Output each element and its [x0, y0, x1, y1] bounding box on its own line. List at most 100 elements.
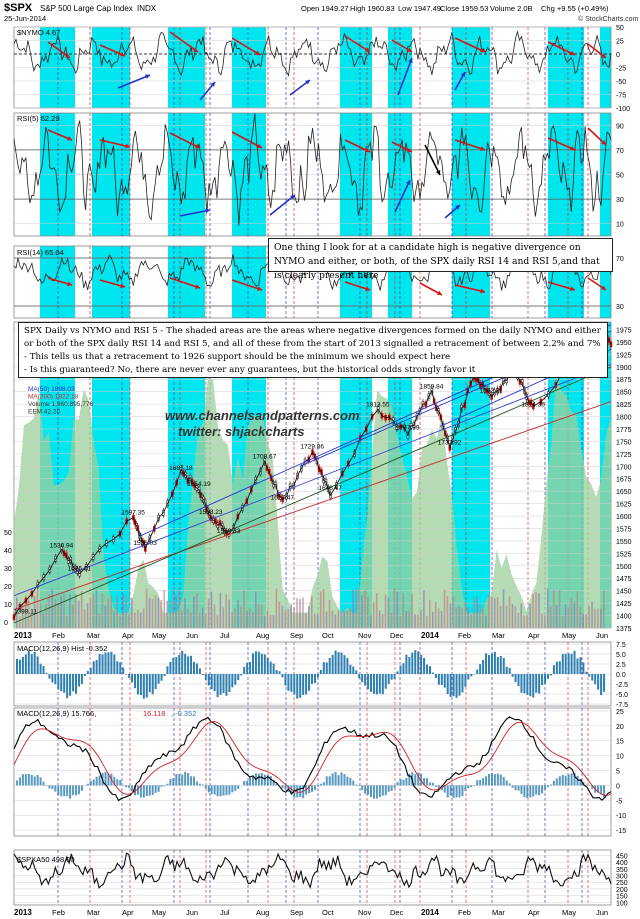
macd-hist-bar	[284, 785, 287, 789]
macd-hist-bar	[334, 650, 337, 674]
macd-hist-bar	[160, 674, 163, 681]
macd-hist-bar	[361, 785, 364, 791]
macd-hist-bar	[305, 674, 308, 695]
volume-bar	[508, 596, 511, 628]
price-annotation: 1814.36	[521, 402, 545, 409]
price-annotation: 1709.67	[253, 453, 277, 460]
rsi5-divergence-arrow-head	[67, 136, 72, 141]
volume-bar	[72, 604, 74, 628]
macd-hist-bar	[470, 674, 473, 677]
macd-hist-bar	[299, 785, 302, 797]
volume-bar	[89, 598, 92, 628]
macd-hist-bar	[523, 785, 526, 798]
macd-hist-bar	[154, 674, 157, 689]
volume-bar	[337, 610, 340, 628]
macd-hist-bar	[207, 785, 210, 793]
y-tick-label: 5	[616, 769, 620, 776]
macd-hist-bar	[414, 650, 417, 674]
macd-hist-bar	[325, 662, 328, 674]
y-tick-label: 1800	[616, 415, 632, 422]
left-axis-label: 50	[4, 530, 12, 537]
nymo-low-arrow-head	[460, 72, 465, 77]
macd-hist-bar	[378, 785, 381, 798]
y-tick-label: 0.0	[616, 672, 626, 679]
rsi5-divergence-arrow-head	[570, 146, 575, 151]
macd-hist-bar	[269, 776, 272, 786]
rsi5-low-arrow	[394, 179, 411, 213]
volume-bar	[564, 604, 567, 628]
x-axis-label: Nov	[358, 908, 372, 917]
volume-bar	[107, 598, 110, 628]
macd-hist-bar	[544, 674, 547, 684]
macd-hist-bar	[426, 664, 429, 674]
macd-hist-bar	[134, 674, 136, 689]
macd-hist-bar	[343, 655, 346, 674]
macd-hist-bar	[27, 650, 30, 674]
y-tick-label: 1600	[616, 514, 632, 521]
volume-bar	[485, 615, 487, 628]
y-tick-label: 7.5	[616, 642, 626, 649]
nymo-divergence-arrow	[169, 31, 199, 53]
macd-hist-bar	[101, 654, 104, 674]
macd-hist-bar	[296, 785, 299, 798]
y-tick-label: 1875	[616, 377, 632, 384]
x-axis-label: Feb	[52, 631, 65, 640]
x-axis-label: Jul	[220, 631, 230, 640]
macd-hist-bar	[390, 785, 393, 791]
macd-hist-bar	[316, 785, 319, 787]
volume-bar	[231, 612, 233, 628]
nymo-low-arrow-head	[145, 74, 150, 79]
volume-bar	[92, 594, 95, 628]
macd-hist-bar	[355, 670, 358, 674]
macd-hist-bar	[490, 653, 493, 674]
macd-hist-bar	[520, 674, 523, 693]
macd-hist-bar	[370, 674, 372, 692]
y-tick-label: 1925	[616, 352, 632, 359]
volume-bar	[207, 598, 210, 628]
nymo-low-arrow	[117, 74, 151, 89]
macd-hist-bar	[316, 674, 319, 678]
x-axis-label: Sep	[290, 631, 303, 640]
macd-hist-bar	[254, 651, 257, 674]
volume-bar	[151, 598, 154, 628]
y-tick-label: 10	[616, 754, 624, 761]
volume-bar	[316, 614, 319, 628]
volume-bar	[378, 610, 381, 628]
macd-hist-bar	[393, 785, 396, 789]
y-tick-label: 1575	[616, 526, 632, 533]
macd-hist-bar	[33, 776, 36, 786]
macd-hist-bar	[520, 785, 523, 794]
macd-hist-bar	[269, 661, 272, 674]
volume-bar	[505, 605, 508, 628]
macd-hist-bar	[458, 785, 461, 798]
nymo-divergence-arrow-head	[255, 50, 260, 55]
volume-bar	[237, 599, 239, 628]
price-annotation: 1530.94	[50, 542, 74, 549]
volume-bar	[588, 605, 590, 628]
rsi5-divergence-arrow	[547, 137, 576, 151]
rsi5-label: RSI(5) 62.29	[17, 114, 60, 123]
volume-bar	[446, 596, 449, 628]
volume-bar	[160, 599, 163, 628]
x-axis-label: Apr	[528, 908, 540, 917]
macd-hist-bar	[110, 651, 113, 674]
y-tick-label: -7.5	[616, 702, 628, 709]
macd-hist-bar	[234, 785, 237, 791]
x-axis-label: Jun	[596, 631, 608, 640]
volume-bar	[514, 606, 517, 628]
macd-hist-bar	[482, 778, 485, 786]
macd-hist-bar	[252, 775, 254, 786]
macd-hist-bar	[257, 773, 260, 786]
volume-bar	[381, 613, 384, 628]
volume-bar	[45, 602, 48, 628]
volume-bar	[384, 594, 387, 628]
left-axis-label: 20	[4, 584, 12, 591]
index-name: S&P 500 Large Cap Index	[40, 4, 133, 13]
macd-hist-bar	[225, 674, 228, 696]
spxa50-series	[13, 852, 612, 890]
volume-bar	[110, 595, 112, 628]
rsi14-divergence-arrow	[231, 279, 263, 291]
macd-hist-bar	[148, 674, 151, 693]
macd-hist-bar	[591, 674, 594, 681]
macd-hist-bar	[163, 785, 166, 787]
